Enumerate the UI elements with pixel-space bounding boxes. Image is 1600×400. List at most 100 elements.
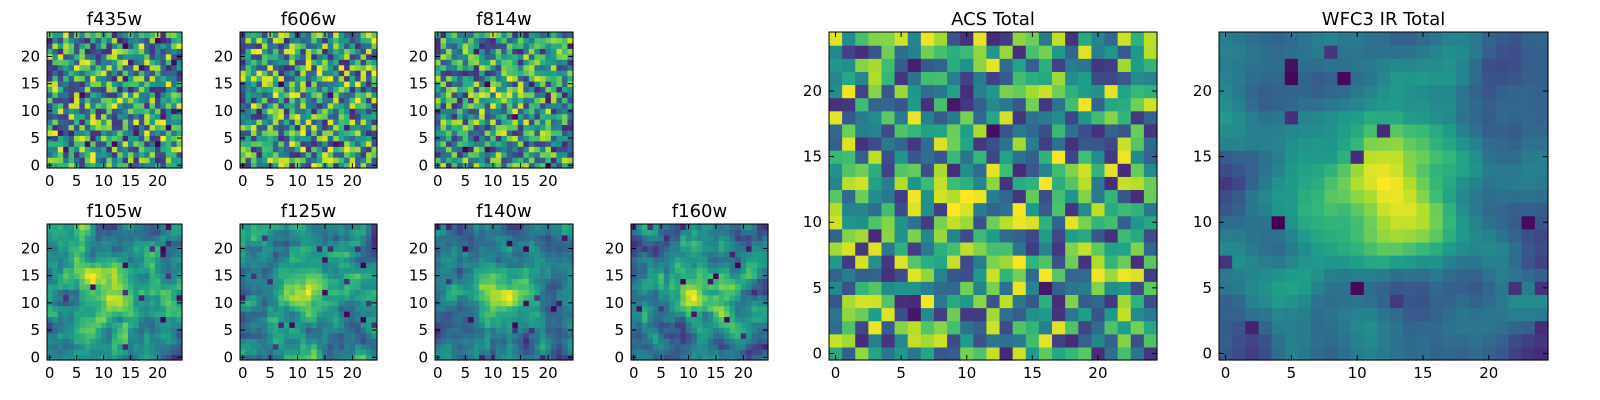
heatmap-cell — [122, 316, 129, 323]
heatmap-cell — [855, 294, 869, 309]
heatmap-cell — [658, 321, 665, 328]
heatmap-cell — [647, 283, 654, 290]
heatmap-cell — [490, 256, 497, 263]
heatmap-cell — [111, 157, 118, 164]
heatmap-cell — [757, 224, 764, 231]
heatmap-cell — [1078, 176, 1092, 191]
heatmap-cell — [556, 86, 563, 93]
heatmap-cell — [1091, 228, 1106, 243]
heatmap-cell — [149, 140, 156, 147]
heatmap-cell — [440, 162, 447, 169]
heatmap-cell — [539, 224, 546, 231]
heatmap-cell — [338, 75, 345, 82]
heatmap-cell — [907, 294, 922, 309]
heatmap-cell — [68, 294, 75, 301]
heatmap-cell — [528, 343, 535, 350]
heatmap-cell — [333, 294, 340, 301]
heatmap-cell — [999, 189, 1014, 204]
heatmap-cell — [267, 70, 274, 77]
heatmap-cell — [556, 91, 563, 98]
heatmap-cell — [658, 343, 665, 350]
heatmap-cell — [751, 278, 758, 285]
heatmap-cell — [473, 108, 480, 115]
heatmap-cell — [305, 48, 312, 55]
heatmap-cell — [920, 202, 935, 217]
heatmap-cell — [122, 262, 129, 269]
heatmap-cell — [534, 305, 541, 312]
heatmap-cell — [261, 135, 268, 142]
heatmap-cell — [176, 37, 183, 44]
heatmap-cell — [534, 32, 541, 39]
heatmap-cell — [1143, 215, 1158, 230]
heatmap-cell — [338, 70, 345, 77]
heatmap-cell — [52, 234, 59, 241]
heatmap-cell — [495, 251, 502, 258]
heatmap-cell — [1038, 202, 1053, 217]
heatmap-cell — [256, 224, 263, 231]
heatmap-cell — [111, 316, 118, 323]
heatmap-cell — [894, 228, 909, 243]
heatmap-cell — [479, 146, 486, 153]
heatmap-cell — [122, 327, 129, 334]
heatmap-cell — [101, 327, 107, 334]
heatmap-cell — [641, 229, 649, 236]
heatmap-cell — [561, 338, 569, 345]
heatmap-cell — [355, 37, 362, 44]
heatmap-cell — [176, 86, 183, 93]
heatmap-cell — [155, 300, 161, 307]
heatmap-cell — [501, 91, 508, 98]
heatmap-cell — [57, 86, 64, 93]
heatmap-cell — [333, 349, 340, 356]
heatmap-cell — [95, 157, 102, 164]
heatmap-cell — [468, 91, 475, 98]
heatmap-cell — [84, 135, 91, 142]
heatmap-cell — [506, 300, 513, 307]
heatmap-cell — [63, 245, 70, 252]
heatmap-cell — [261, 53, 268, 60]
heatmap-cell — [283, 146, 290, 153]
heatmap-cell — [117, 234, 124, 241]
heatmap-cell — [327, 343, 334, 350]
heatmap-cell — [501, 102, 508, 109]
heatmap-cell — [1038, 163, 1053, 177]
heatmap-cell — [144, 240, 151, 247]
heatmap-cell — [506, 146, 513, 153]
heatmap-cell — [534, 86, 541, 93]
heatmap-cell — [636, 267, 643, 274]
heatmap-cell — [435, 113, 442, 120]
heatmap-cell — [371, 234, 378, 241]
heatmap-cell — [294, 119, 301, 126]
heatmap-cell — [435, 140, 442, 147]
heatmap-cell — [256, 59, 263, 66]
heatmap-cell — [349, 251, 356, 258]
heatmap-cell — [128, 311, 134, 318]
heatmap-cell — [523, 224, 530, 231]
heatmap-cell — [1117, 215, 1132, 230]
heatmap-cell — [311, 311, 318, 318]
heatmap-cell — [171, 332, 178, 339]
heatmap-cell — [272, 102, 279, 109]
heatmap-cell — [1052, 215, 1066, 230]
heatmap-cell — [294, 80, 301, 87]
heatmap-cell — [289, 129, 296, 136]
heatmap-cell — [528, 256, 535, 263]
heatmap-cell — [691, 267, 698, 274]
heatmap-cell — [534, 102, 541, 109]
heatmap-cell — [484, 140, 491, 147]
heatmap-cell — [490, 135, 497, 142]
heatmap-cell — [724, 224, 731, 231]
heatmap-cell — [57, 102, 64, 109]
heatmap-cell — [366, 332, 373, 339]
heatmap-cell — [674, 229, 681, 236]
heatmap-cell — [539, 256, 546, 263]
heatmap-cell — [440, 229, 447, 236]
heatmap-cell — [1130, 241, 1145, 256]
heatmap-cell — [647, 321, 654, 328]
heatmap-cell — [160, 256, 167, 263]
heatmap-cell — [718, 349, 725, 356]
heatmap-cell — [490, 59, 497, 66]
heatmap-cell — [457, 245, 464, 252]
heatmap-cell — [240, 311, 247, 318]
heatmap-cell — [289, 75, 296, 82]
heatmap-cell — [707, 305, 714, 312]
